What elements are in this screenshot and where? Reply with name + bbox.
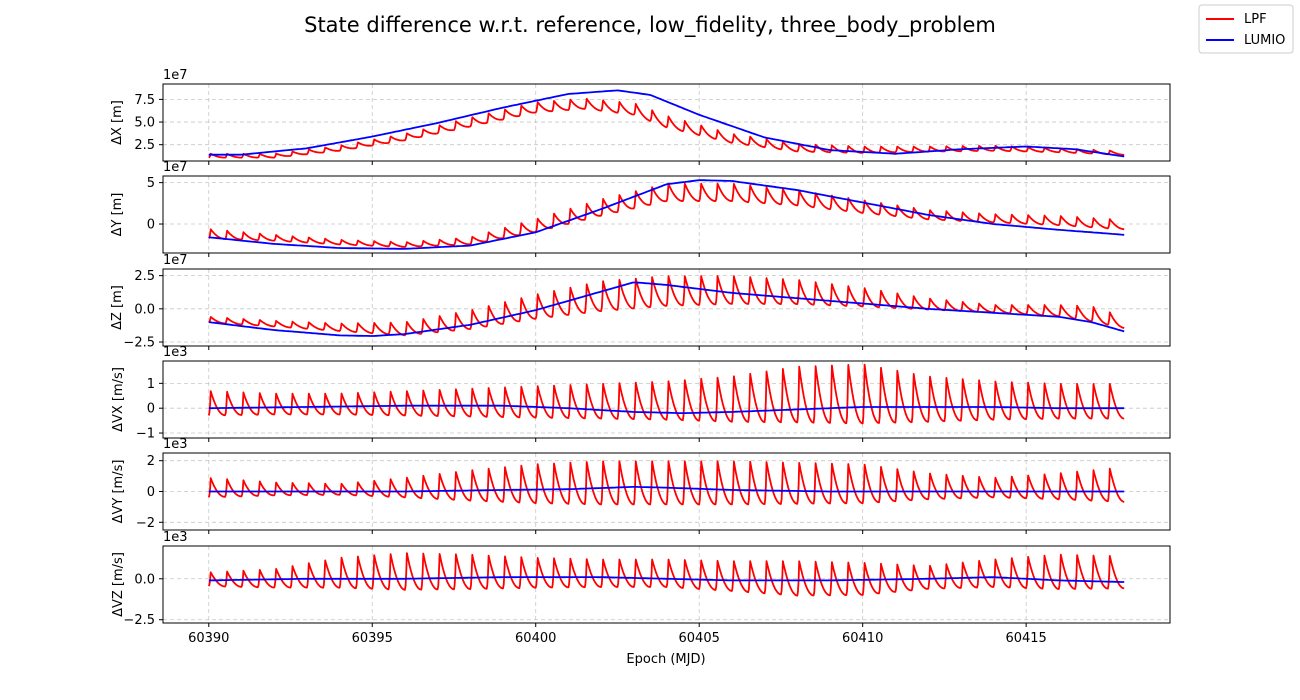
series-line-lpf — [208, 97, 1125, 159]
x-tick-label: 60415 — [1005, 631, 1046, 646]
y-tick-label: −2.5 — [123, 336, 155, 351]
y-axis-label: ΔY [m] — [110, 193, 125, 237]
offset-label: 1e3 — [163, 530, 188, 545]
panel-5: −2.5 0.0 1e3 ΔVZ [m/s] — [111, 530, 1171, 628]
offset-label: 1e7 — [163, 68, 188, 83]
x-tick-label: 60395 — [352, 631, 393, 646]
panel-0: 2.5 5.0 7.5 1e7 ΔX [m] — [110, 68, 1171, 165]
y-tick-label: 0 — [147, 485, 155, 500]
y-tick-label: 5.0 — [134, 116, 155, 131]
y-tick-label: 0 — [147, 218, 155, 233]
offset-label: 1e3 — [163, 345, 188, 360]
plot-area — [208, 275, 1125, 337]
y-tick-label: 1 — [147, 377, 155, 392]
chart-title: State difference w.r.t. reference, low_f… — [304, 13, 996, 38]
series-line-lpf — [208, 275, 1125, 337]
axes-frame — [162, 268, 1171, 347]
plot-area — [207, 460, 1125, 506]
plot-area — [207, 363, 1125, 425]
x-tick-labels: 60390 60395 60400 60405 60410 60415 — [188, 631, 1047, 646]
axes-frame — [162, 360, 1171, 439]
panel-4: −2 0 2 1e3 ΔVY [m/s] — [111, 437, 1171, 534]
y-axis-label: ΔVY [m/s] — [111, 460, 126, 524]
y-tick-label: −1 — [136, 427, 155, 442]
x-tick-label: 60390 — [188, 631, 229, 646]
axes-frame — [162, 175, 1171, 254]
y-tick-label: 2.5 — [134, 269, 155, 284]
series-line-lumio — [208, 89, 1125, 158]
axes-frame — [162, 83, 1171, 162]
y-axis-label: ΔX [m] — [110, 100, 125, 145]
y-tick-label: −2.5 — [123, 613, 155, 628]
series-line-lpf — [208, 182, 1125, 248]
panel-2: −2.5 0.0 2.5 1e7 ΔZ [m] — [110, 253, 1171, 351]
plot-area — [208, 89, 1125, 159]
axes-frame — [162, 452, 1171, 531]
x-tick-label: 60400 — [515, 631, 556, 646]
x-tick-label: 60405 — [679, 631, 720, 646]
offset-label: 1e7 — [163, 253, 188, 268]
y-axis-label: ΔVZ [m/s] — [111, 552, 126, 617]
x-axis-label: Epoch (MJD) — [626, 652, 705, 667]
axes-frame — [162, 545, 1171, 624]
y-tick-label: 0.0 — [134, 572, 155, 587]
series-line-lpf — [207, 552, 1125, 597]
series-line-lumio — [208, 485, 1125, 493]
y-tick-label: 5 — [147, 176, 155, 191]
y-tick-label: 0.0 — [134, 302, 155, 317]
y-tick-label: 2 — [147, 454, 155, 469]
series-line-lpf — [207, 460, 1125, 506]
series-line-lumio — [208, 281, 1125, 337]
series-line-lumio — [208, 179, 1125, 250]
y-axis-label: ΔZ [m] — [110, 285, 125, 330]
x-tick-label: 60410 — [842, 631, 883, 646]
series-line-lumio — [208, 404, 1125, 415]
offset-label: 1e7 — [163, 160, 188, 175]
panel-1: 0 5 1e7 ΔY [m] — [110, 160, 1171, 257]
legend-label-lumio: LUMIO — [1244, 33, 1285, 48]
y-tick-label: 2.5 — [134, 138, 155, 153]
panel-3: −1 0 1 1e3 ΔVX [m/s] — [111, 345, 1171, 442]
plot-area — [208, 179, 1125, 250]
series-line-lumio — [208, 576, 1125, 583]
plot-area — [207, 552, 1125, 597]
panels: 2.5 5.0 7.5 1e7 ΔX [m] 0 5 1e7 ΔY [m] −2.5 0.0 2.5 1… — [110, 68, 1171, 646]
y-axis-label: ΔVX [m/s] — [111, 367, 126, 432]
series-line-lpf — [207, 363, 1125, 425]
y-tick-label: −2 — [136, 516, 155, 531]
y-tick-label: 0 — [147, 402, 155, 417]
legend: LPF LUMIO — [1198, 4, 1294, 54]
y-tick-label: 7.5 — [134, 93, 155, 108]
offset-label: 1e3 — [163, 437, 188, 452]
legend-label-lpf: LPF — [1244, 12, 1267, 27]
